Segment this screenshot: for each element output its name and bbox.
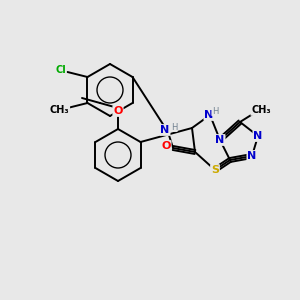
Text: N: N [254,131,262,141]
Text: S: S [211,165,219,175]
Text: N: N [204,110,214,120]
Text: CH₃: CH₃ [251,105,271,115]
Text: N: N [160,125,169,135]
Text: CH₃: CH₃ [50,105,69,115]
Text: O: O [113,106,123,116]
Text: N: N [215,135,225,145]
Text: O: O [161,141,171,151]
Text: N: N [248,151,256,161]
Text: Cl: Cl [55,65,66,75]
Text: H: H [212,106,218,116]
Text: H: H [171,122,177,131]
